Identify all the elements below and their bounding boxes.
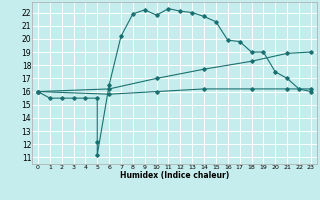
X-axis label: Humidex (Indice chaleur): Humidex (Indice chaleur) xyxy=(120,171,229,180)
